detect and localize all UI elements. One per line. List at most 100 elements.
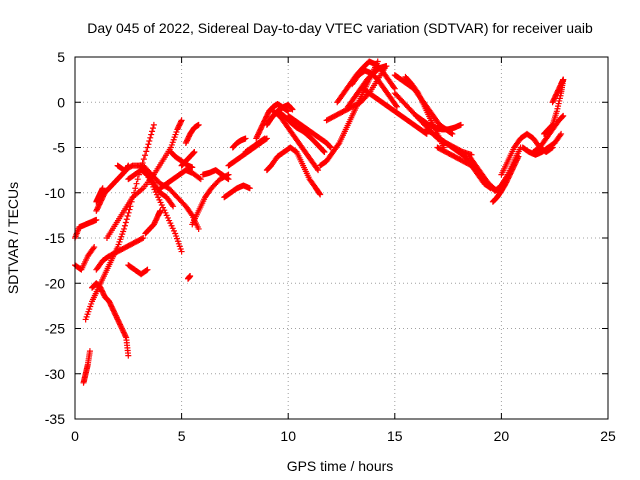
data-point: [169, 202, 176, 209]
data-point: [316, 190, 323, 197]
data-point: [190, 150, 197, 157]
x-tick-label: 15: [387, 428, 403, 444]
data-point: [140, 156, 147, 163]
data-point: [320, 148, 327, 155]
data-point: [177, 118, 184, 125]
data-point: [125, 209, 132, 216]
chart-title: Day 045 of 2022, Sidereal Day-to-day VTE…: [87, 20, 593, 36]
series-arc-50: [549, 76, 567, 106]
data-point: [144, 144, 151, 151]
data-point: [321, 149, 328, 156]
data-point: [121, 222, 128, 229]
data-point: [178, 117, 185, 124]
series-arc-24: [229, 135, 249, 151]
data-point: [224, 175, 231, 182]
data-point: [414, 88, 421, 95]
series-arc-7: [93, 235, 147, 273]
data-point: [560, 112, 567, 119]
data-point: [326, 143, 333, 150]
y-tick-label: 0: [57, 94, 65, 110]
data-point: [121, 225, 128, 232]
x-tick-label: 5: [178, 428, 186, 444]
data-point: [559, 114, 566, 121]
x-tick-label: 25: [600, 428, 616, 444]
data-point: [134, 176, 141, 183]
series-arc-41: [413, 112, 464, 133]
data-point: [288, 105, 295, 112]
series-arc-15: [157, 167, 204, 192]
data-point: [196, 175, 203, 182]
data-point: [390, 84, 397, 91]
data-point: [142, 152, 149, 159]
x-tick-label: 0: [71, 428, 79, 444]
data-point: [146, 138, 153, 145]
y-tick-label: -5: [53, 140, 66, 156]
data-point: [148, 131, 155, 138]
data-point: [144, 266, 151, 273]
data-point: [558, 130, 565, 137]
plot-frame: [74, 56, 609, 420]
data-point: [133, 180, 140, 187]
data-point: [383, 63, 390, 70]
series-arc-22: [221, 182, 253, 201]
data-point: [91, 244, 98, 251]
y-tick-labels: 5 0 -5 -10 -15 -20 -25 -30 -35: [45, 49, 65, 427]
series-arc-21: [199, 167, 232, 183]
series-arc-13: [140, 162, 202, 232]
data-point: [143, 267, 150, 274]
series-arc-31: [285, 112, 334, 151]
data-point: [327, 143, 334, 150]
data-point: [335, 141, 342, 148]
data-point: [261, 135, 268, 142]
series-arc-37: [359, 85, 430, 137]
data-point: [246, 185, 253, 192]
data-point: [170, 203, 177, 210]
data-point: [195, 225, 202, 232]
data-point: [327, 144, 334, 151]
x-tick-label: 10: [280, 428, 296, 444]
data-point: [126, 206, 133, 213]
x-tick-labels: 0 5 10 15 20 25: [71, 428, 616, 444]
series-arc-33: [323, 63, 390, 124]
series-arc-8: [93, 185, 106, 205]
data-point: [315, 167, 322, 174]
data-point: [548, 123, 555, 130]
series-arc-48: [530, 112, 567, 156]
data-point: [178, 248, 185, 255]
data-point: [190, 149, 197, 156]
y-tick-label: -35: [45, 411, 65, 427]
y-tick-label: -10: [45, 185, 65, 201]
data-point: [139, 235, 146, 242]
data-point: [90, 245, 97, 252]
data-point: [122, 219, 129, 226]
data-point: [559, 113, 566, 120]
series-arc-6: [93, 162, 132, 214]
series-arc-17: [178, 149, 198, 169]
data-point: [320, 147, 327, 154]
data-point: [157, 207, 164, 214]
data-point: [191, 149, 198, 156]
data-point: [225, 176, 232, 183]
data-point: [289, 106, 296, 113]
data-point: [188, 211, 195, 218]
data-point: [86, 348, 93, 355]
series-arc-30: [274, 108, 328, 156]
data-point: [149, 125, 156, 132]
data-point: [557, 132, 564, 139]
series-arc-25: [242, 135, 268, 156]
data-point: [314, 165, 321, 172]
data-point: [242, 135, 249, 142]
x-axis-label: GPS time / hours: [287, 458, 394, 474]
y-tick-label: -30: [45, 366, 65, 382]
data-point: [393, 103, 400, 110]
data-point: [149, 128, 156, 135]
data-point: [284, 107, 291, 114]
data-point: [197, 176, 204, 183]
series-arc-45: [489, 153, 522, 205]
data-point: [393, 102, 400, 109]
data-point: [147, 134, 154, 141]
data-point: [140, 235, 147, 241]
series-arc-47: [519, 130, 565, 158]
data-point: [457, 121, 464, 128]
